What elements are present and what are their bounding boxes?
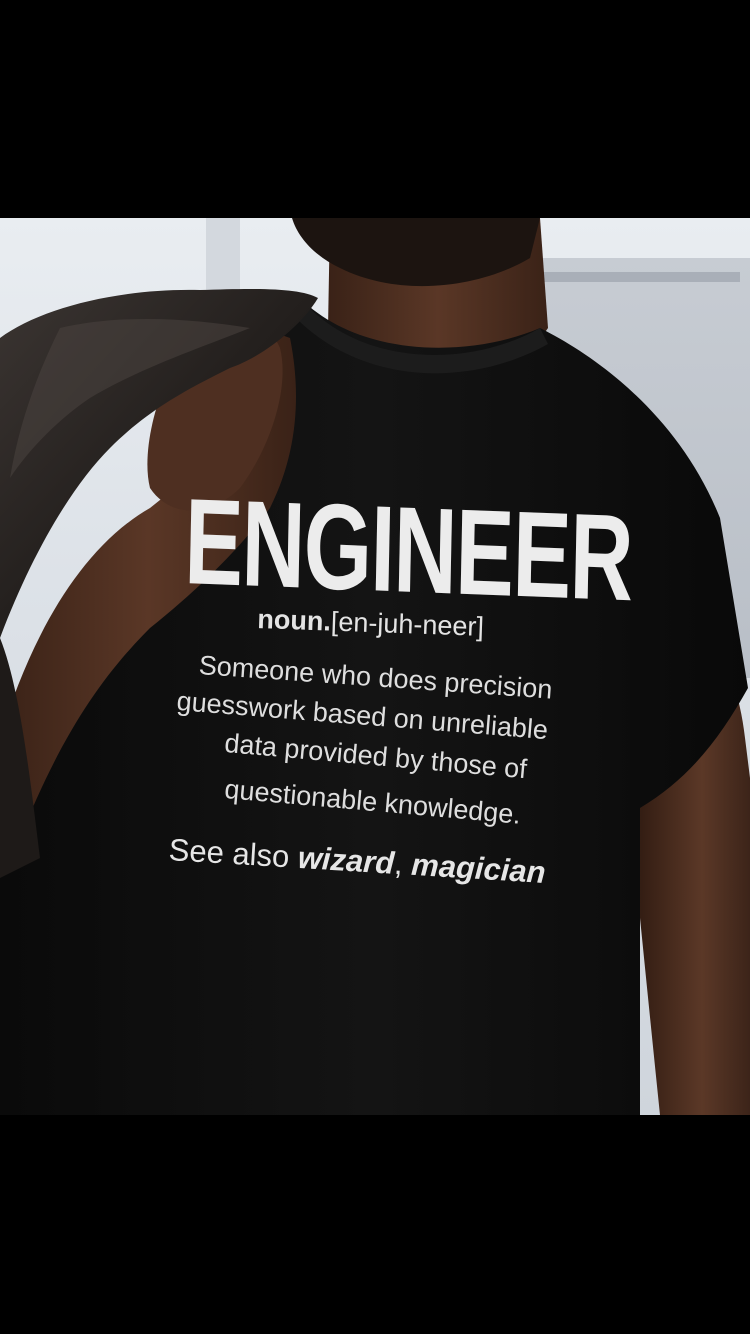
- tshirt: [0, 298, 748, 1115]
- see-also-separator: ,: [393, 845, 413, 882]
- shirt-print: ENGINEER noun.[en-juh-neer] Someone who …: [0, 218, 750, 1115]
- part-of-speech: noun.: [256, 604, 332, 637]
- see-also-line: See also wizard, magician: [168, 832, 547, 891]
- leather-jacket-fold: [10, 318, 250, 478]
- beard: [292, 218, 540, 287]
- pronunciation: [en-juh-neer]: [330, 606, 485, 642]
- see-also-term-1: wizard: [296, 839, 396, 881]
- see-also-prefix: See also: [167, 832, 300, 875]
- leather-jacket-lower: [0, 638, 40, 878]
- tshirt-collar: [292, 298, 548, 374]
- definition-line-4: questionable knowledge.: [223, 774, 523, 830]
- see-also-term-2: magician: [410, 846, 547, 890]
- part-of-speech-line: noun.[en-juh-neer]: [256, 604, 485, 643]
- background-building-ledge: [540, 272, 740, 282]
- photo: ENGINEER noun.[en-juh-neer] Someone who …: [0, 218, 750, 1115]
- headline: ENGINEER: [183, 473, 634, 627]
- person-illustration: [0, 218, 750, 1115]
